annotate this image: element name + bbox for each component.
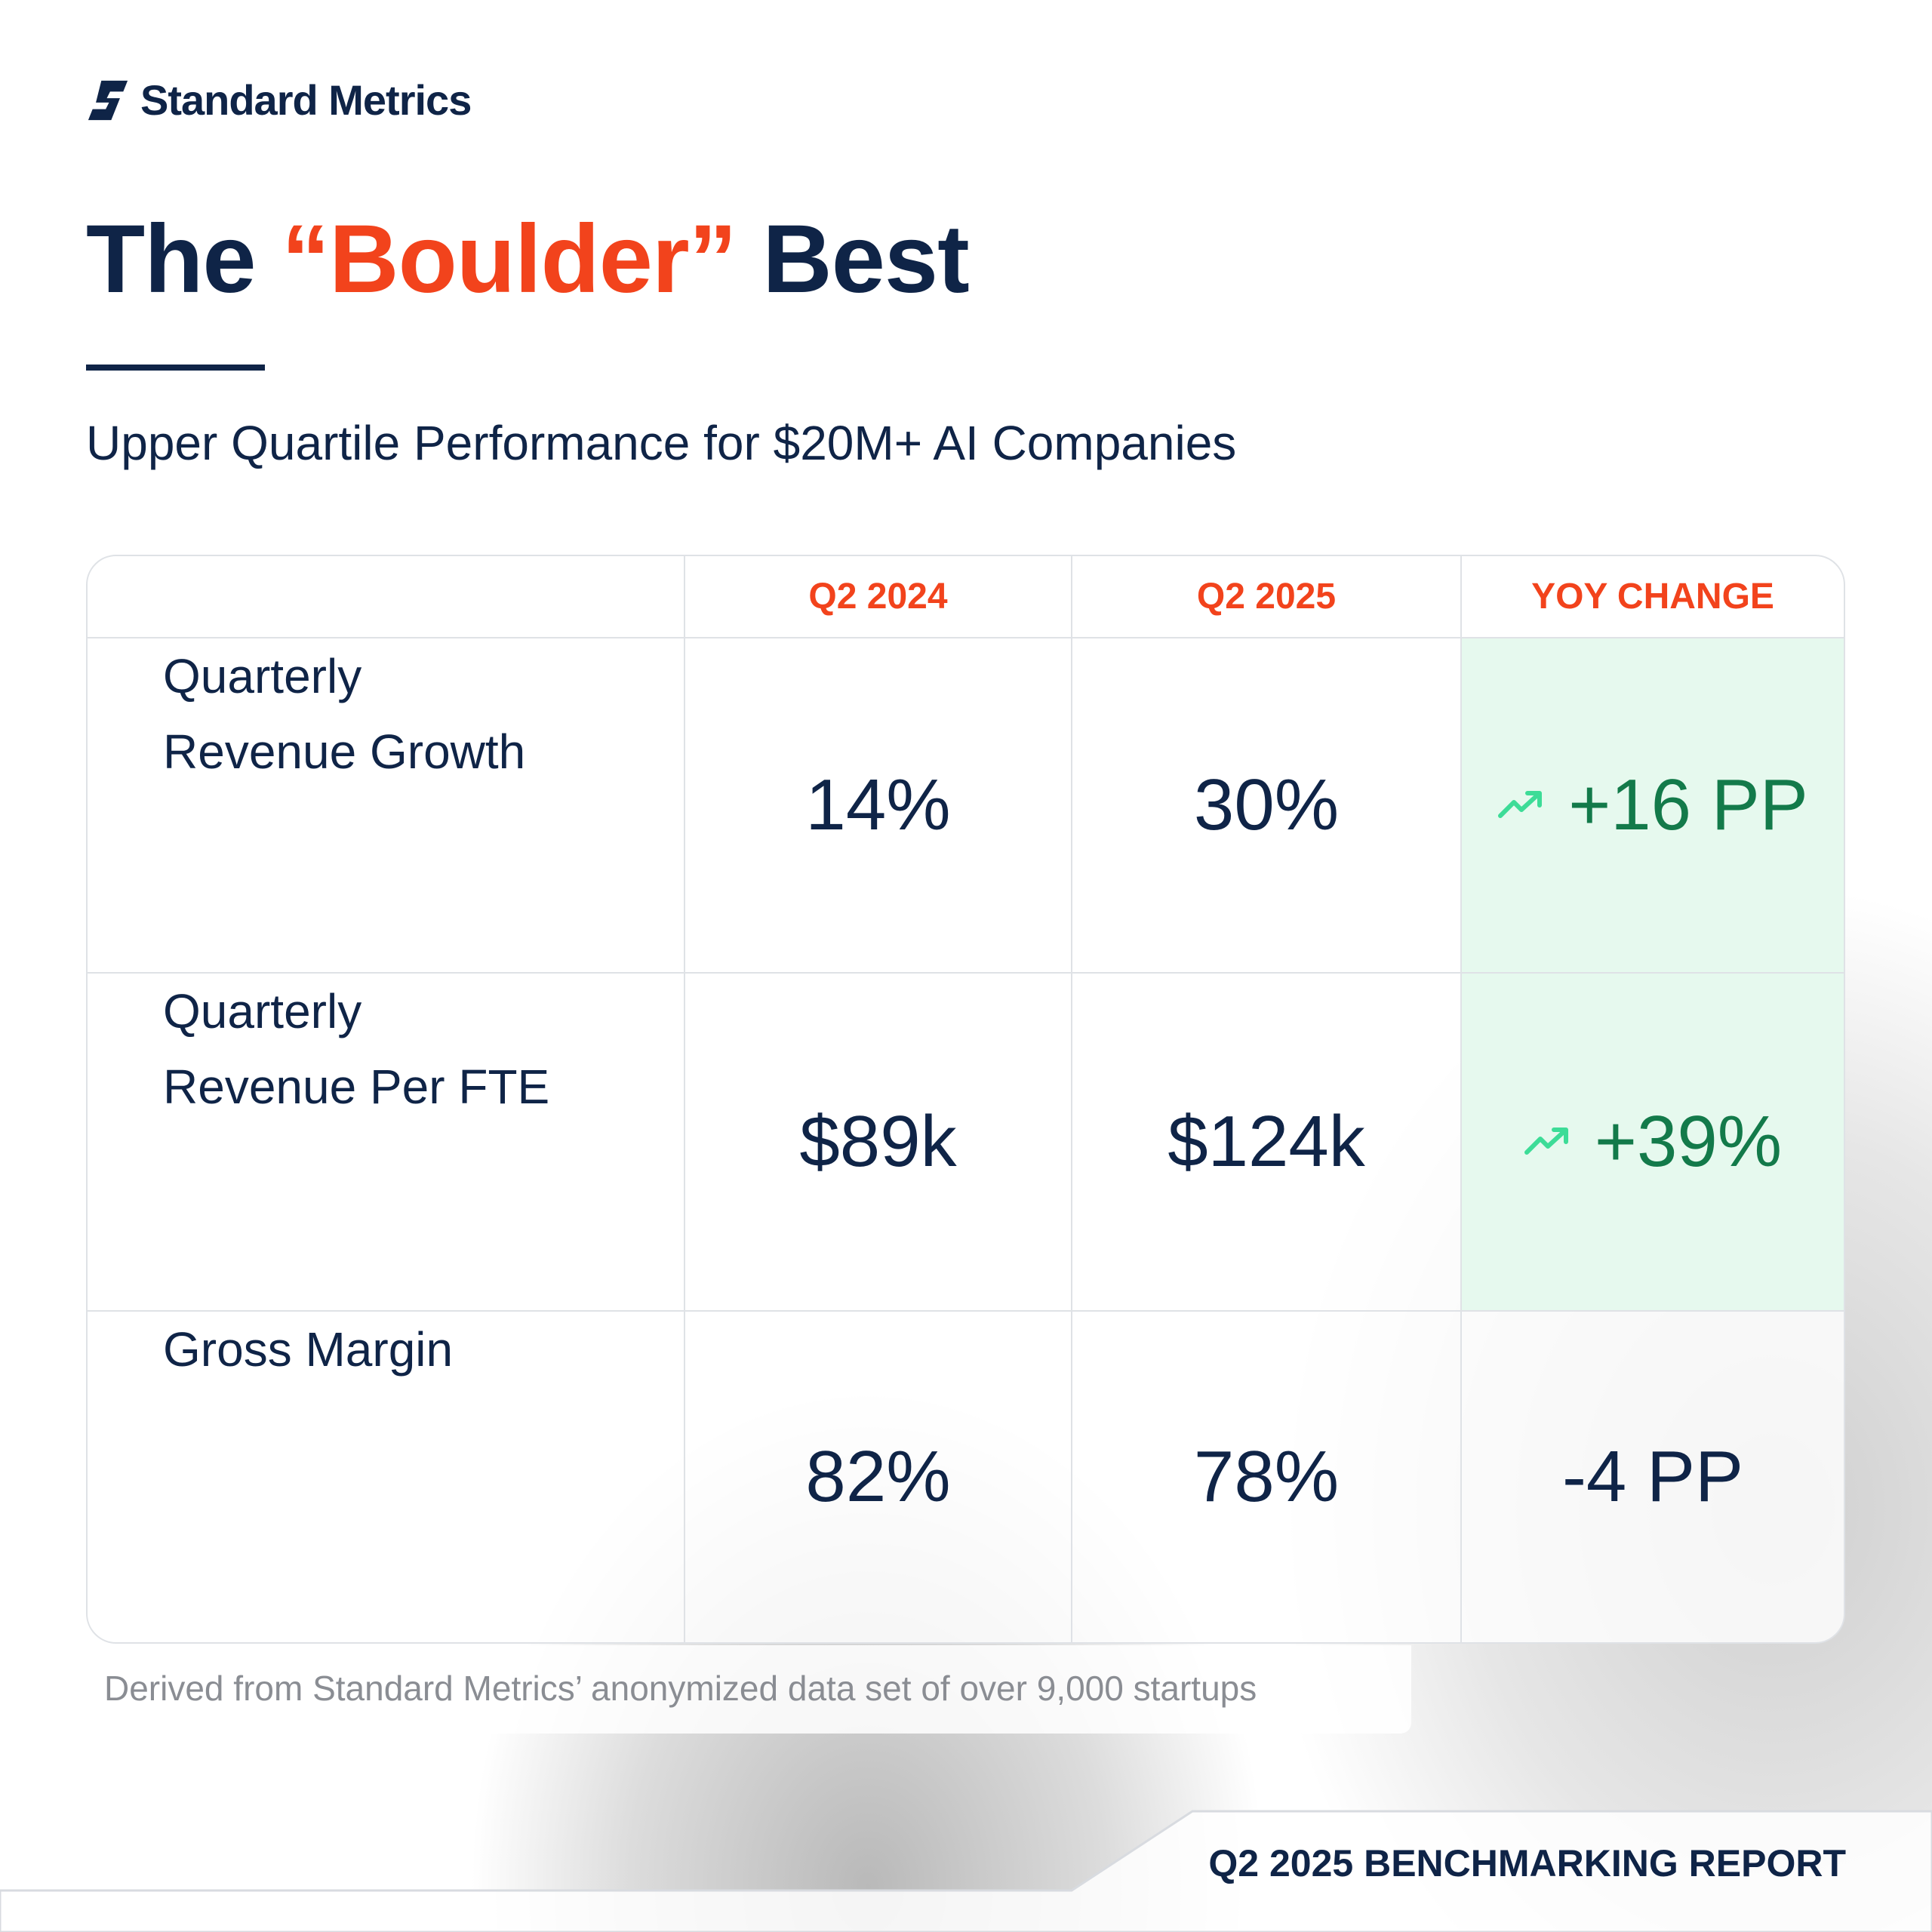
title-text: The xyxy=(86,205,257,313)
change-value: +39% xyxy=(1594,1101,1783,1182)
row-label-line: Gross Margin xyxy=(163,1322,454,1377)
table: Q2 2024 Q2 2025 YOY CHANGE Quarterly Revenue… xyxy=(86,555,1845,1644)
value-cell: 30% xyxy=(1072,638,1462,974)
trend-up-icon xyxy=(1524,1128,1568,1155)
title-highlight: “Boulder” xyxy=(281,205,737,313)
subtitle: Upper Quartile Performance for $20M+ AI … xyxy=(86,416,1237,470)
title-text: Best xyxy=(762,205,969,313)
brand: Standard Metrics xyxy=(140,76,472,124)
logo-icon xyxy=(88,80,128,120)
row-label-line: Revenue Growth xyxy=(163,724,526,779)
title: The “Boulder” Best xyxy=(86,204,970,315)
report-label: Q2 2025 BENCHMARKING REPORT xyxy=(1208,1842,1846,1884)
change-value: +16 PP xyxy=(1568,764,1808,845)
footnote: Derived from Standard Metrics’ anonymize… xyxy=(104,1669,1257,1708)
value-cell: 82% xyxy=(685,1312,1072,1642)
trend-up-icon xyxy=(1498,791,1543,818)
change-cell: -4 PP xyxy=(1462,1312,1844,1642)
row-label-line: Quarterly xyxy=(163,649,362,703)
value-cell: 14% xyxy=(685,638,1072,974)
header-cell: YOY CHANGE xyxy=(1462,556,1844,638)
value-cell: $124k xyxy=(1072,974,1462,1312)
divider xyxy=(86,365,265,371)
change-cell: +16 PP xyxy=(1462,638,1844,974)
row-label-line: Revenue Per FTE xyxy=(163,1060,550,1114)
footer-band xyxy=(0,1810,1932,1932)
header-cell: Q2 2025 xyxy=(1072,556,1462,638)
footnote-background xyxy=(86,1645,1411,1734)
logo: Standard Metrics xyxy=(86,75,472,125)
row-label: Quarterly Revenue Growth xyxy=(88,638,685,974)
header-cell: Q2 2024 xyxy=(685,556,1072,638)
row-label: Quarterly Revenue Per FTE xyxy=(88,974,685,1312)
row-label: Gross Margin xyxy=(88,1312,685,1642)
header-cell xyxy=(88,556,685,638)
change-cell: +39% xyxy=(1462,974,1844,1312)
change-value: -4 PP xyxy=(1561,1436,1744,1517)
value-cell: $89k xyxy=(685,974,1072,1312)
row-label-line: Quarterly xyxy=(163,984,362,1038)
value-cell: 78% xyxy=(1072,1312,1462,1642)
